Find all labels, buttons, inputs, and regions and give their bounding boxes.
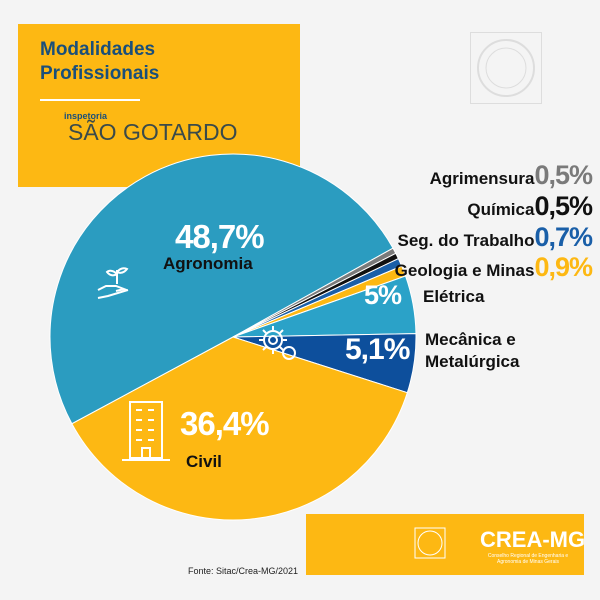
crea-logo-subtext: Conselho Regional de Engenharia e Agrono… xyxy=(487,553,569,565)
label: Geologia e Minas xyxy=(394,261,535,280)
label-line: Metalúrgica xyxy=(425,352,520,371)
pct-mecanica: 5,1% xyxy=(345,333,410,366)
label: Química xyxy=(467,200,535,219)
label-eletrica: Elétrica xyxy=(423,287,485,306)
pct: 0,9% xyxy=(534,252,593,282)
pct-agronomia: 48,7% xyxy=(175,218,265,255)
plant-hand-icon xyxy=(97,267,129,299)
divider xyxy=(40,99,140,101)
building-icon xyxy=(122,401,170,461)
pie-slice-agronomia xyxy=(49,153,394,425)
pie-slice-civil xyxy=(71,336,408,521)
title-box: Modalidades Profissionais inspetoria SÃO … xyxy=(18,24,300,187)
pct-civil: 36,4% xyxy=(180,405,270,442)
page-title: Modalidades Profissionais xyxy=(40,38,300,86)
legend-seg-trabalho: Seg. do Trabalho0,7% xyxy=(292,222,593,253)
subtitle: inspetoria xyxy=(64,111,108,121)
crea-seal-icon xyxy=(414,527,446,559)
title-line1: Modalidades xyxy=(40,39,156,60)
pct: 0,5% xyxy=(534,191,593,221)
title-line2: Profissionais xyxy=(40,63,160,84)
label-mecanica: Mecânica e Metalúrgica xyxy=(425,329,519,373)
label-line: Mecânica e xyxy=(425,330,516,349)
legend-geologia: Geologia e Minas0,9% xyxy=(292,252,593,283)
label: Agrimensura xyxy=(429,169,535,188)
pct: 0,5% xyxy=(534,160,593,190)
pct: 0,7% xyxy=(534,222,593,252)
pct-eletrica: 5% xyxy=(364,280,402,310)
legend-agrimensura: Agrimensura0,5% xyxy=(292,160,593,191)
seal-icon xyxy=(470,32,542,104)
source-note: Fonte: Sitac/Crea-MG/2021 xyxy=(188,566,299,576)
label-agronomia: Agronomia xyxy=(163,254,253,273)
legend-quimica: Química0,5% xyxy=(292,191,593,222)
label-civil: Civil xyxy=(186,452,222,471)
gears-icon xyxy=(259,326,296,360)
crea-logo-text: CREA-MG xyxy=(480,527,586,552)
label: Seg. do Trabalho xyxy=(397,231,535,250)
city-name: SÃO GOTARDO xyxy=(68,119,238,145)
